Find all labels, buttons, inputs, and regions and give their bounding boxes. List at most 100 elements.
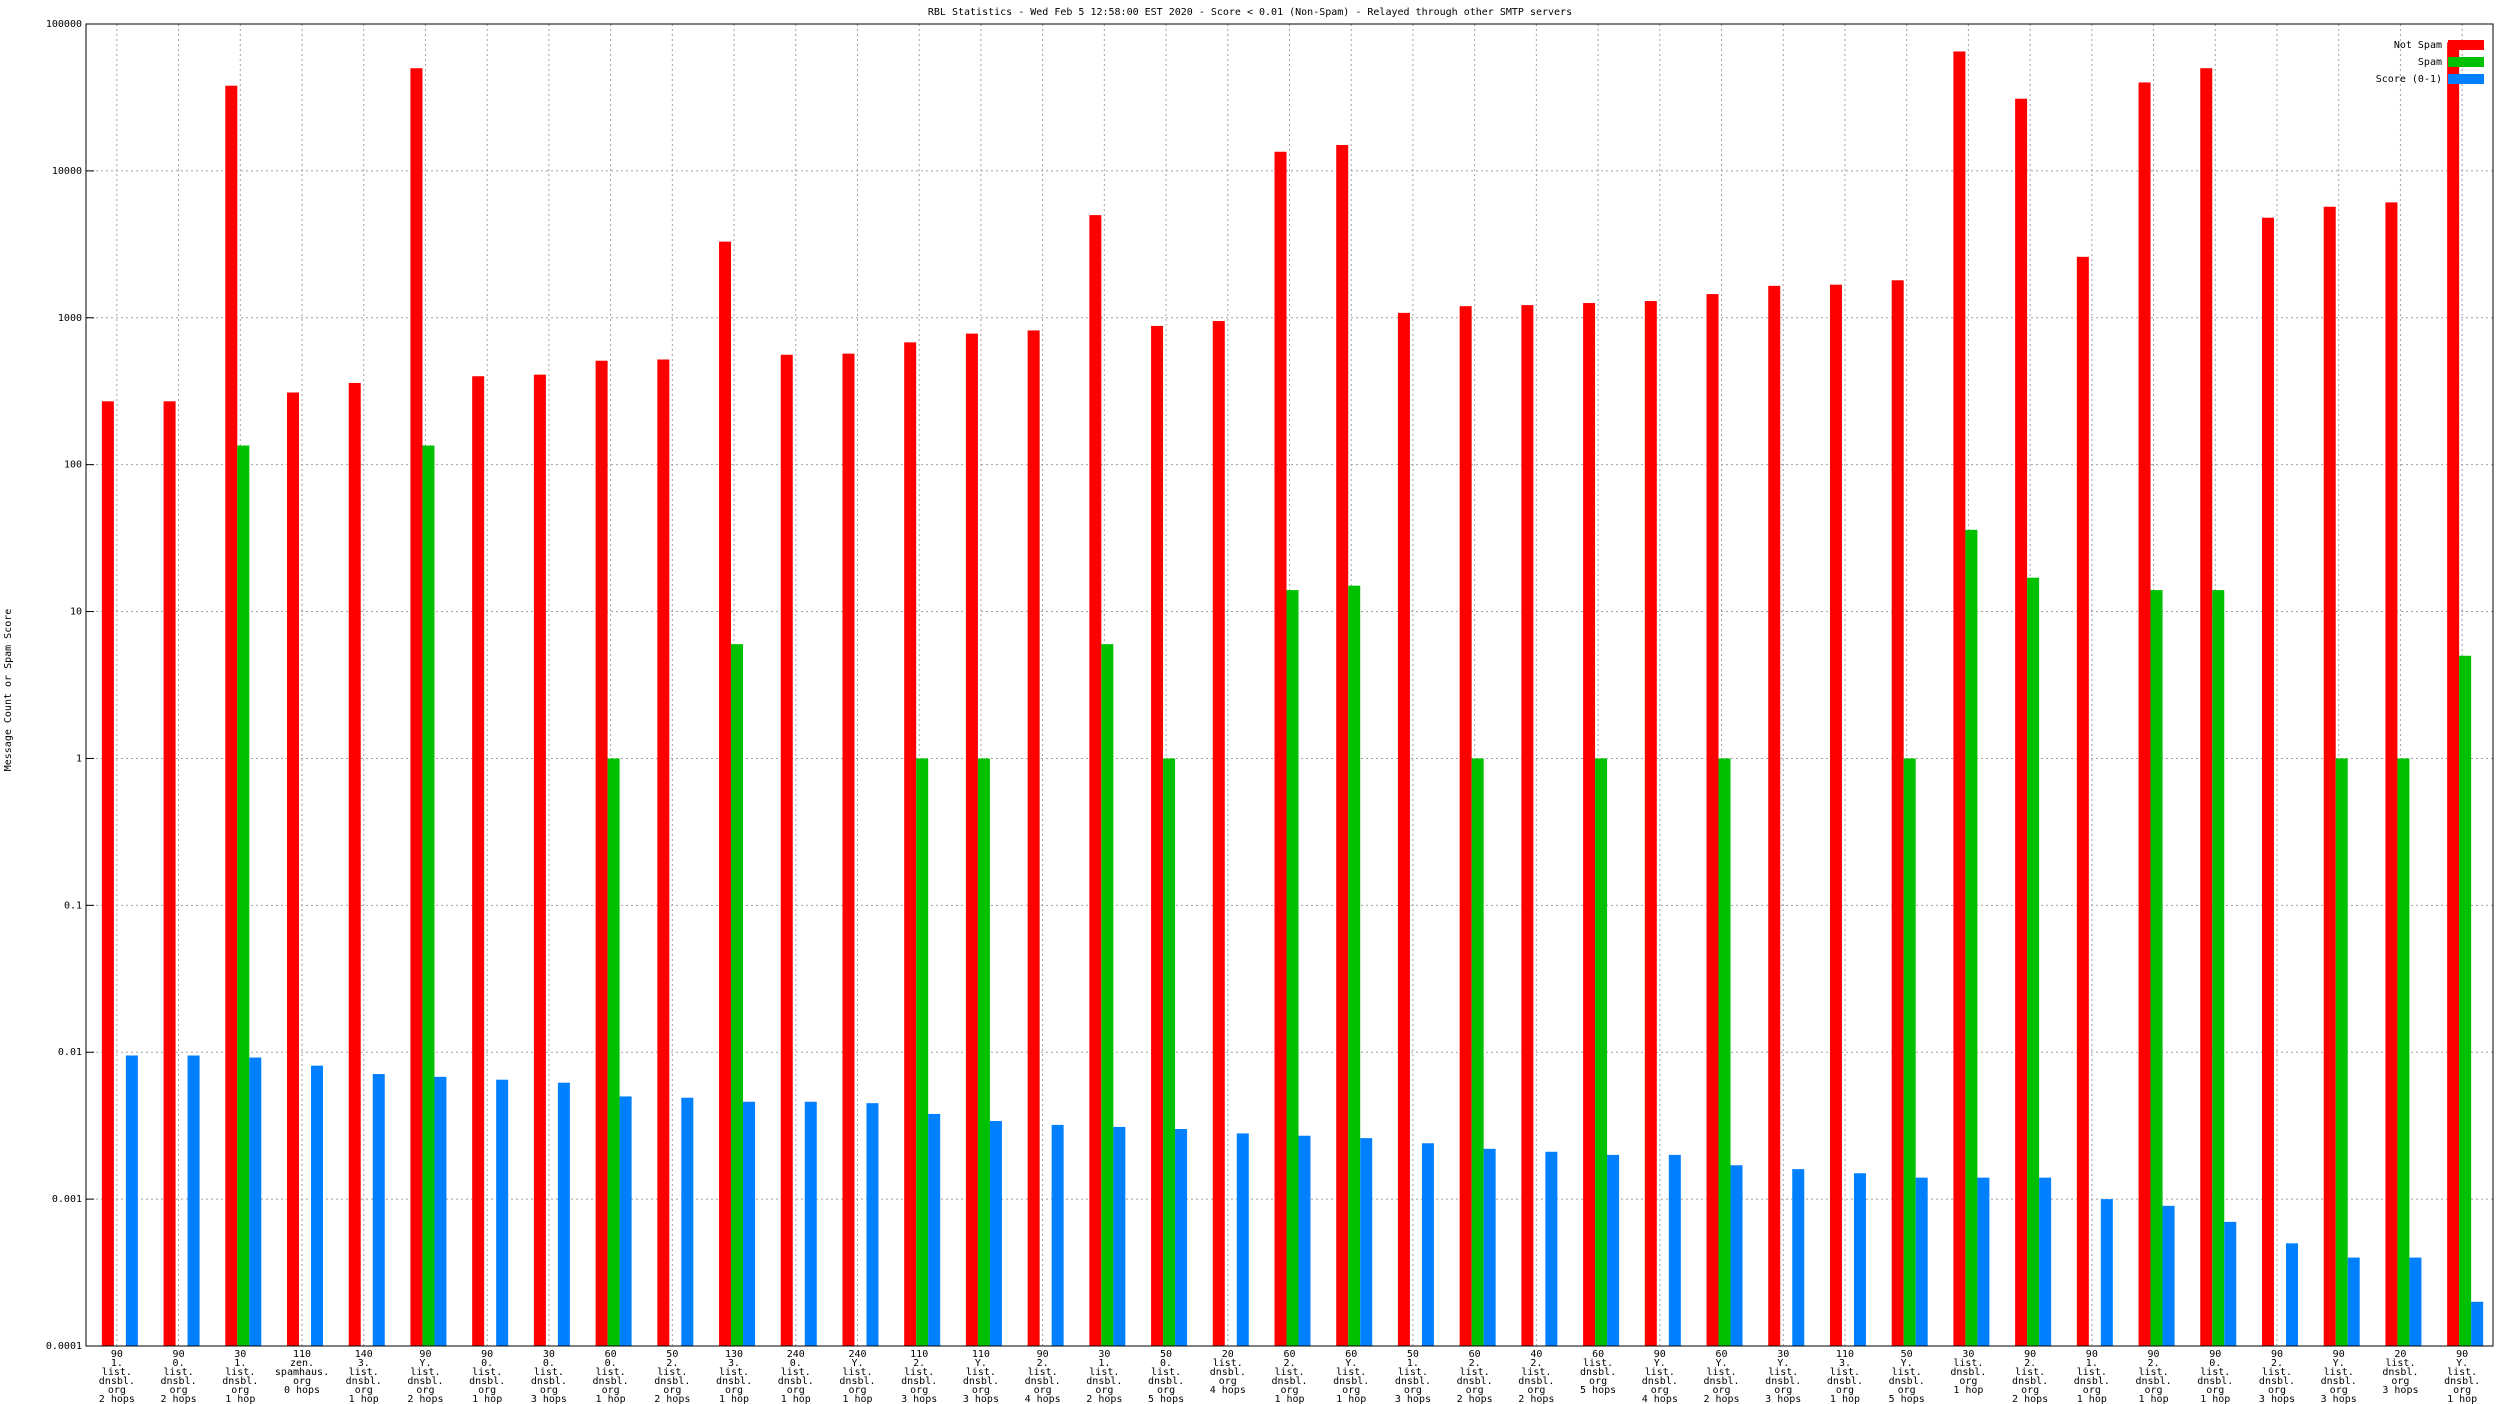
bar xyxy=(2335,758,2348,1346)
bar xyxy=(1718,758,1731,1346)
bar xyxy=(1730,1165,1743,1346)
x-tick-label: 1 hop xyxy=(1830,1394,1860,1404)
bar xyxy=(557,1082,570,1346)
x-tick-label: org xyxy=(972,1385,990,1396)
bar xyxy=(125,1055,138,1346)
x-tick-label: Y. xyxy=(1901,1358,1913,1369)
bar xyxy=(2039,1177,2052,1346)
x-tick-label: org xyxy=(293,1376,311,1387)
bar xyxy=(1644,301,1657,1346)
y-tick-label: 100000 xyxy=(46,19,82,30)
x-tick-label: org xyxy=(1034,1385,1052,1396)
y-tick-label: 100 xyxy=(64,460,82,471)
x-tick-label: org xyxy=(1157,1385,1175,1396)
bar xyxy=(1853,1173,1866,1346)
bar xyxy=(1163,758,1176,1346)
bar xyxy=(928,1113,941,1346)
y-axis-label: Message Count or Spam Score xyxy=(3,609,14,772)
x-tick-label: list. xyxy=(1830,1367,1860,1378)
bar xyxy=(348,382,361,1346)
x-tick-label: dnsbl. xyxy=(1950,1367,1986,1378)
bar xyxy=(2347,1257,2360,1346)
x-tick-label: 2. xyxy=(1283,1358,1295,1369)
x-tick-label: 240 xyxy=(848,1349,866,1360)
bar xyxy=(780,354,793,1347)
bar xyxy=(1151,325,1164,1347)
x-tick-label: 0. xyxy=(2209,1358,2221,1369)
x-tick-label: dnsbl. xyxy=(161,1376,197,1387)
x-tick-label: dnsbl. xyxy=(1457,1376,1493,1387)
bar xyxy=(1298,1135,1311,1346)
x-tick-label: Y. xyxy=(1716,1358,1728,1369)
x-tick-label: dnsbl. xyxy=(963,1376,999,1387)
x-tick-label: dnsbl. xyxy=(2074,1376,2110,1387)
bar xyxy=(657,359,670,1346)
x-tick-label: org xyxy=(1959,1376,1977,1387)
bar xyxy=(2027,577,2040,1346)
x-tick-label: 3 hops xyxy=(1765,1394,1801,1404)
bar xyxy=(2285,1243,2298,1346)
x-tick-label: list. xyxy=(1583,1358,1613,1369)
bar xyxy=(1965,529,1978,1346)
x-tick-label: 1 hop xyxy=(2200,1394,2230,1404)
bar xyxy=(422,445,435,1346)
bar xyxy=(681,1097,694,1346)
x-tick-label: 130 xyxy=(725,1349,743,1360)
x-tick-label: list. xyxy=(2324,1367,2354,1378)
x-tick-label: 50 xyxy=(1407,1349,1419,1360)
x-tick-label: 1. xyxy=(2086,1358,2098,1369)
x-tick-label: list. xyxy=(1398,1367,1428,1378)
x-tick-label: 50 xyxy=(1901,1349,1913,1360)
x-tick-label: 3 hops xyxy=(963,1394,999,1404)
legend-swatch xyxy=(2448,74,2484,84)
x-tick-label: list. xyxy=(966,1367,996,1378)
x-tick-label: org xyxy=(1342,1385,1360,1396)
bar xyxy=(2076,256,2089,1347)
x-tick-label: list. xyxy=(1521,1367,1551,1378)
x-tick-label: 0. xyxy=(481,1358,493,1369)
x-tick-label: 0. xyxy=(543,1358,555,1369)
x-tick-label: list. xyxy=(1706,1367,1736,1378)
bar xyxy=(607,758,620,1346)
bar xyxy=(2138,82,2151,1346)
x-tick-label: 3 hops xyxy=(2321,1394,2357,1404)
bar xyxy=(1607,1154,1620,1346)
x-tick-label: dnsbl. xyxy=(716,1376,752,1387)
bar xyxy=(2261,217,2274,1346)
x-tick-label: org xyxy=(2083,1385,2101,1396)
x-tick-label: dnsbl. xyxy=(1395,1376,1431,1387)
bar xyxy=(1953,51,1966,1346)
x-tick-label: list. xyxy=(2077,1367,2107,1378)
bar xyxy=(187,1055,200,1346)
x-tick-label: dnsbl. xyxy=(839,1376,875,1387)
bar xyxy=(1360,1138,1373,1346)
x-tick-label: dnsbl. xyxy=(2321,1376,2357,1387)
x-tick-label: list. xyxy=(2447,1367,2477,1378)
x-tick-label: org xyxy=(2021,1385,2039,1396)
x-tick-label: dnsbl. xyxy=(2012,1376,2048,1387)
x-tick-label: 2 hops xyxy=(1703,1394,1739,1404)
bar xyxy=(1101,644,1114,1346)
bar xyxy=(1483,1148,1496,1346)
x-tick-label: org xyxy=(231,1385,249,1396)
x-tick-label: dnsbl. xyxy=(2197,1376,2233,1387)
bar xyxy=(1903,758,1916,1346)
bar xyxy=(1175,1129,1188,1346)
x-tick-label: org xyxy=(1651,1385,1669,1396)
x-tick-label: 4 hops xyxy=(1025,1394,1061,1404)
bar xyxy=(1915,1177,1928,1346)
bar xyxy=(977,758,990,1346)
y-tick-label: 0.1 xyxy=(64,900,82,911)
x-tick-label: Y. xyxy=(1777,1358,1789,1369)
x-tick-label: dnsbl. xyxy=(1086,1376,1122,1387)
bar xyxy=(533,374,546,1346)
y-tick-label: 1 xyxy=(76,753,82,764)
x-tick-label: dnsbl. xyxy=(778,1376,814,1387)
bar xyxy=(842,353,855,1346)
plot-frame xyxy=(85,23,2494,1347)
x-tick-label: 2 hops xyxy=(1457,1394,1493,1404)
x-tick-label: org xyxy=(602,1385,620,1396)
x-tick-label: Y. xyxy=(419,1358,431,1369)
x-tick-label: list. xyxy=(1213,1358,1243,1369)
